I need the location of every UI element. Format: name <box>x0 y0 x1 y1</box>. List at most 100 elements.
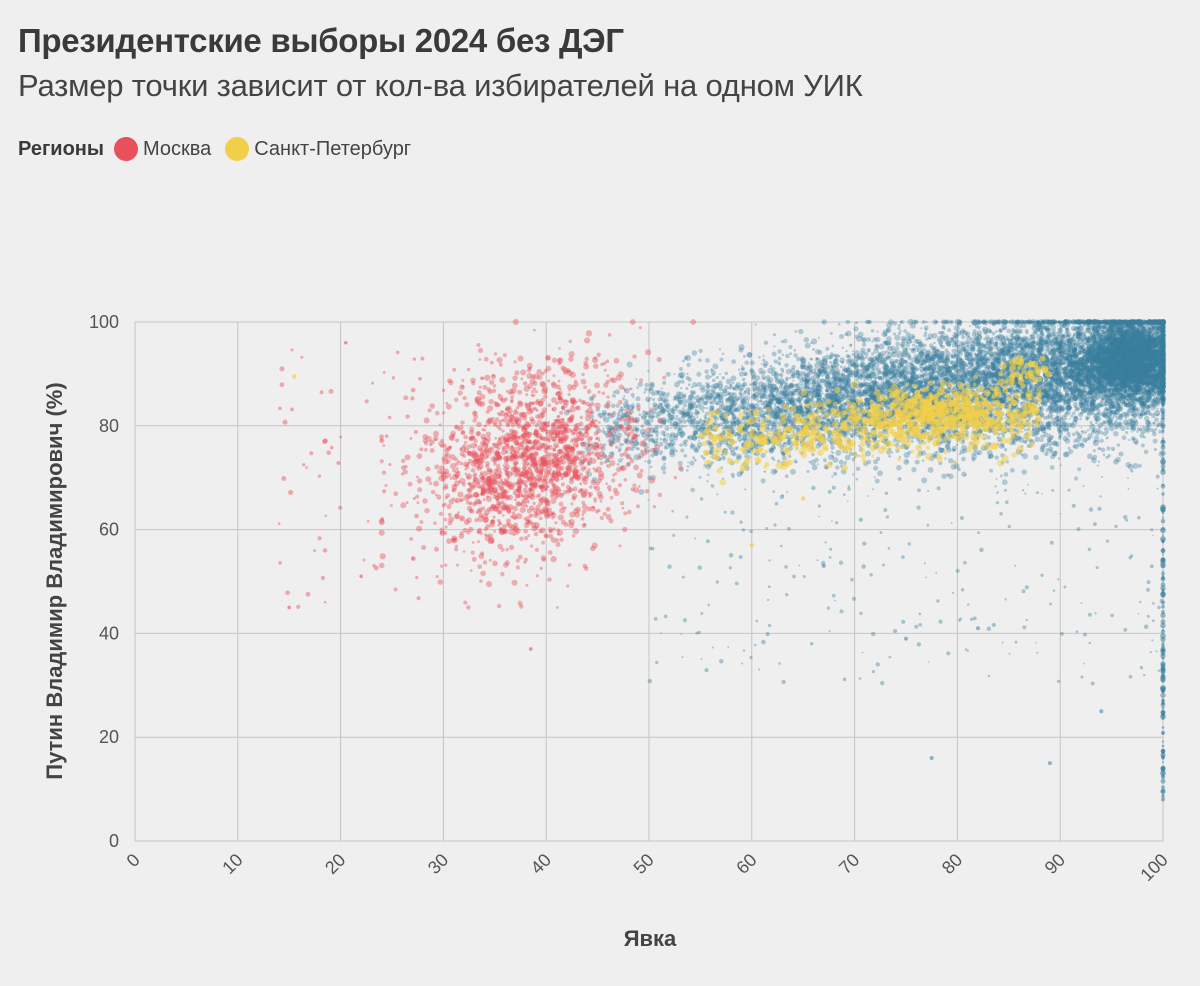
point-other <box>677 460 683 466</box>
point-other <box>1059 435 1062 438</box>
legend-swatch-spb <box>225 137 250 161</box>
point-other <box>1093 339 1098 344</box>
point-other <box>1160 392 1166 398</box>
point-other <box>1058 429 1062 432</box>
point-other <box>1088 428 1091 431</box>
point-other <box>1075 376 1082 382</box>
point-other <box>1088 406 1095 413</box>
point-other <box>1120 394 1126 400</box>
point-other <box>1034 436 1041 443</box>
point-other <box>985 323 988 326</box>
point-other <box>1050 348 1054 351</box>
point-other <box>676 391 682 397</box>
point-other <box>1054 441 1060 446</box>
point-other <box>1031 357 1035 361</box>
point-other <box>707 473 710 477</box>
point-other <box>969 337 973 341</box>
point-other <box>968 325 971 328</box>
point-other <box>1051 435 1054 438</box>
point-other <box>721 455 726 461</box>
point-other <box>1105 436 1109 440</box>
point-other <box>800 383 804 387</box>
point-other <box>1089 398 1096 406</box>
point-other <box>1098 319 1103 325</box>
point-other <box>730 472 735 477</box>
point-other <box>659 425 663 429</box>
point-other <box>1161 381 1165 386</box>
point-other <box>1003 353 1006 356</box>
point-other <box>877 360 880 364</box>
point-other <box>1162 411 1164 414</box>
point-other <box>979 430 983 434</box>
point-other <box>1068 370 1072 373</box>
point-other <box>874 336 881 343</box>
point-other <box>1072 411 1076 416</box>
point-other <box>785 353 790 359</box>
point-other <box>1134 320 1138 324</box>
point-other <box>804 342 811 349</box>
point-other <box>874 478 880 484</box>
point-other <box>685 387 689 391</box>
point-other <box>892 332 897 336</box>
point-other <box>773 372 780 379</box>
point-other <box>755 403 760 407</box>
point-other <box>867 319 872 325</box>
point-other <box>602 412 605 415</box>
point-other <box>845 330 852 337</box>
point-other <box>749 360 755 366</box>
point-other <box>825 346 830 351</box>
point-other <box>643 391 646 394</box>
point-other <box>961 471 967 477</box>
point-other <box>877 470 883 477</box>
point-other <box>683 453 688 458</box>
point-other <box>1106 436 1109 439</box>
point-other <box>1161 373 1165 377</box>
point-other <box>702 401 707 406</box>
point-other <box>922 372 928 377</box>
point-other <box>1064 375 1067 379</box>
point-other <box>871 340 874 343</box>
point-other <box>965 364 968 367</box>
point-other <box>1065 381 1069 385</box>
point-other <box>925 320 928 324</box>
point-other <box>1136 360 1143 367</box>
point-other <box>864 351 869 357</box>
point-other <box>835 465 840 470</box>
point-other <box>834 375 838 379</box>
point-other <box>918 376 921 379</box>
point-other <box>947 369 953 375</box>
point-other <box>1067 335 1070 338</box>
point-other <box>606 427 612 434</box>
point-other <box>1089 344 1095 349</box>
point-other <box>697 358 702 362</box>
point-other <box>723 393 727 397</box>
legend-item-spb[interactable]: Санкт-Петербург <box>225 137 411 161</box>
legend-item-moscow[interactable]: Москва <box>113 137 211 161</box>
point-other <box>790 468 796 475</box>
point-other <box>1041 428 1047 434</box>
point-other <box>1147 319 1153 325</box>
point-other <box>682 419 687 424</box>
point-other <box>1099 340 1104 345</box>
point-other <box>736 453 743 460</box>
point-other <box>647 369 650 373</box>
point-other <box>993 356 999 362</box>
point-other <box>1089 420 1093 425</box>
point-other <box>686 465 690 468</box>
point-other <box>831 364 837 369</box>
point-other <box>1055 386 1060 390</box>
point-other <box>844 376 850 382</box>
point-other <box>943 357 947 361</box>
point-other <box>1044 348 1050 353</box>
point-other <box>912 348 915 352</box>
point-other <box>983 349 986 352</box>
point-other <box>760 363 763 365</box>
point-other <box>911 367 917 373</box>
point-other <box>998 397 1002 401</box>
point-other <box>943 334 949 340</box>
point-other <box>686 362 691 368</box>
point-other <box>923 365 930 372</box>
point-other <box>786 491 789 494</box>
point-other <box>785 368 792 375</box>
point-other <box>1066 364 1071 369</box>
